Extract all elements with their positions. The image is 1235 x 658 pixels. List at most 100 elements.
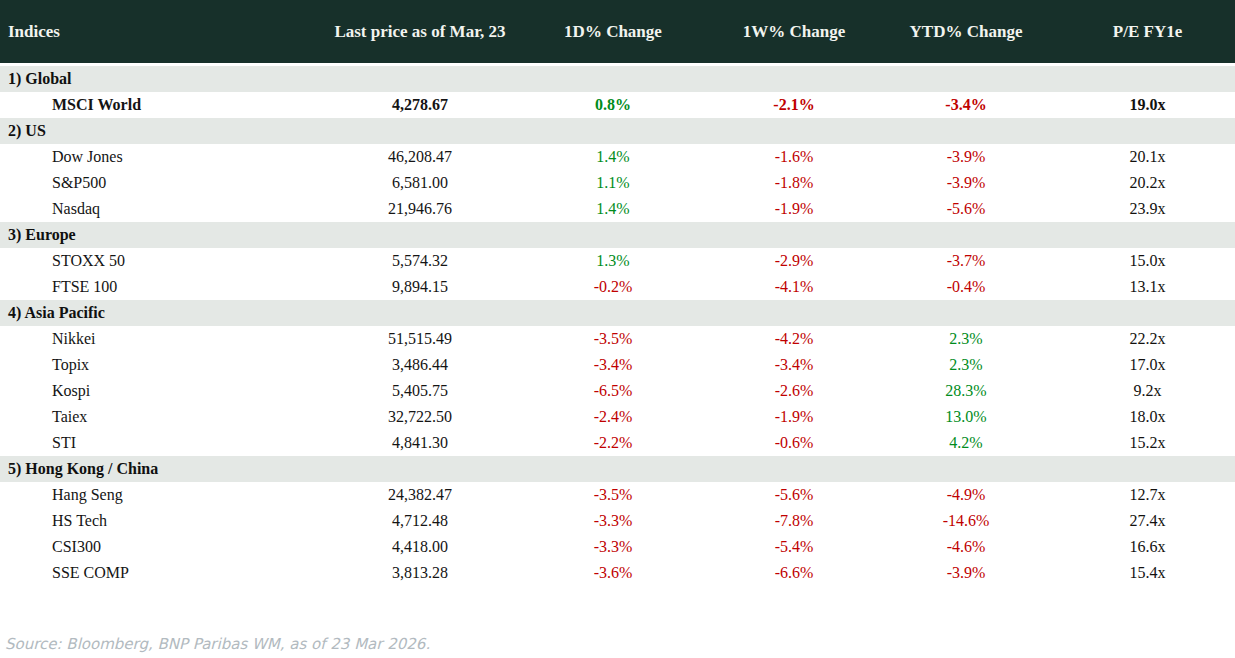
last-price-cell: 5,405.75 <box>330 382 510 400</box>
change-1w-cell: -0.6% <box>716 434 872 452</box>
change-1d-cell: -3.6% <box>510 564 716 582</box>
table-row: MSCI World4,278.670.8%-2.1%-3.4%19.0x <box>0 92 1235 118</box>
change-1w-cell: -1.9% <box>716 408 872 426</box>
pe-fy1e-cell: 20.1x <box>1060 148 1235 166</box>
change-1d-cell: -3.5% <box>510 330 716 348</box>
change-1w-cell: -2.6% <box>716 382 872 400</box>
pe-fy1e-cell: 18.0x <box>1060 408 1235 426</box>
pe-fy1e-cell: 9.2x <box>1060 382 1235 400</box>
source-note: Source: Bloomberg, BNP Paribas WM, as of… <box>5 635 430 653</box>
index-name-cell: FTSE 100 <box>0 278 330 296</box>
index-name-cell: STI <box>0 434 330 452</box>
change-ytd-cell: -3.4% <box>872 96 1060 114</box>
table-row: STI4,841.30-2.2%-0.6%4.2%15.2x <box>0 430 1235 456</box>
change-1d-cell: -3.5% <box>510 486 716 504</box>
change-1w-cell: -2.1% <box>716 96 872 114</box>
change-1w-cell: -5.6% <box>716 486 872 504</box>
change-1w-cell: -3.4% <box>716 356 872 374</box>
change-1d-cell: -2.4% <box>510 408 716 426</box>
index-name-cell: HS Tech <box>0 512 330 530</box>
change-1d-cell: -0.2% <box>510 278 716 296</box>
table-row: HS Tech4,712.48-3.3%-7.8%-14.6%27.4x <box>0 508 1235 534</box>
pe-fy1e-cell: 17.0x <box>1060 356 1235 374</box>
change-1d-cell: -3.4% <box>510 356 716 374</box>
table-row: Hang Seng24,382.47-3.5%-5.6%-4.9%12.7x <box>0 482 1235 508</box>
change-ytd-cell: -4.9% <box>872 486 1060 504</box>
pe-fy1e-cell: 19.0x <box>1060 96 1235 114</box>
table-row: Kospi5,405.75-6.5%-2.6%28.3%9.2x <box>0 378 1235 404</box>
last-price-cell: 6,581.00 <box>330 174 510 192</box>
pe-fy1e-cell: 15.0x <box>1060 252 1235 270</box>
pe-fy1e-cell: 23.9x <box>1060 200 1235 218</box>
index-name-cell: Topix <box>0 356 330 374</box>
pe-fy1e-cell: 20.2x <box>1060 174 1235 192</box>
change-ytd-cell: -3.7% <box>872 252 1060 270</box>
table-row: Taiex32,722.50-2.4%-1.9%13.0%18.0x <box>0 404 1235 430</box>
column-header-indices: Indices <box>0 22 330 42</box>
indices-table-page: Indices Last price as of Mar, 23 1D% Cha… <box>0 0 1235 658</box>
table-row: Nasdaq21,946.761.4%-1.9%-5.6%23.9x <box>0 196 1235 222</box>
change-1d-cell: 0.8% <box>510 96 716 114</box>
column-header-ytd-change: YTD% Change <box>872 22 1060 42</box>
change-ytd-cell: 13.0% <box>872 408 1060 426</box>
section-label: 2) US <box>0 122 330 140</box>
last-price-cell: 4,418.00 <box>330 538 510 556</box>
pe-fy1e-cell: 13.1x <box>1060 278 1235 296</box>
last-price-cell: 51,515.49 <box>330 330 510 348</box>
index-name-cell: STOXX 50 <box>0 252 330 270</box>
change-1w-cell: -7.8% <box>716 512 872 530</box>
index-name-cell: CSI300 <box>0 538 330 556</box>
table-row: FTSE 1009,894.15-0.2%-4.1%-0.4%13.1x <box>0 274 1235 300</box>
change-ytd-cell: 4.2% <box>872 434 1060 452</box>
section-header-row: 3) Europe <box>0 222 1235 248</box>
change-ytd-cell: -14.6% <box>872 512 1060 530</box>
last-price-cell: 4,841.30 <box>330 434 510 452</box>
pe-fy1e-cell: 15.2x <box>1060 434 1235 452</box>
section-label: 1) Global <box>0 70 330 88</box>
change-1w-cell: -4.2% <box>716 330 872 348</box>
section-label: 4) Asia Pacific <box>0 304 330 322</box>
change-1d-cell: 1.3% <box>510 252 716 270</box>
pe-fy1e-cell: 22.2x <box>1060 330 1235 348</box>
section-header-row: 4) Asia Pacific <box>0 300 1235 326</box>
change-ytd-cell: -3.9% <box>872 148 1060 166</box>
index-name-cell: Taiex <box>0 408 330 426</box>
section-label: 3) Europe <box>0 226 330 244</box>
last-price-cell: 3,486.44 <box>330 356 510 374</box>
pe-fy1e-cell: 27.4x <box>1060 512 1235 530</box>
change-1d-cell: 1.4% <box>510 200 716 218</box>
index-name-cell: Kospi <box>0 382 330 400</box>
change-1w-cell: -1.6% <box>716 148 872 166</box>
table-row: Nikkei51,515.49-3.5%-4.2%2.3%22.2x <box>0 326 1235 352</box>
last-price-cell: 3,813.28 <box>330 564 510 582</box>
column-header-last-price: Last price as of Mar, 23 <box>330 22 510 42</box>
change-1w-cell: -5.4% <box>716 538 872 556</box>
last-price-cell: 46,208.47 <box>330 148 510 166</box>
column-header-1d-change: 1D% Change <box>510 22 716 42</box>
change-ytd-cell: -4.6% <box>872 538 1060 556</box>
last-price-cell: 4,712.48 <box>330 512 510 530</box>
index-name-cell: S&P500 <box>0 174 330 192</box>
section-header-row: 1) Global <box>0 66 1235 92</box>
pe-fy1e-cell: 12.7x <box>1060 486 1235 504</box>
change-ytd-cell: 28.3% <box>872 382 1060 400</box>
change-1w-cell: -6.6% <box>716 564 872 582</box>
change-ytd-cell: 2.3% <box>872 356 1060 374</box>
column-header-pe-fy1e: P/E FY1e <box>1060 22 1235 42</box>
table-row: STOXX 505,574.321.3%-2.9%-3.7%15.0x <box>0 248 1235 274</box>
last-price-cell: 32,722.50 <box>330 408 510 426</box>
column-header-1w-change: 1W% Change <box>716 22 872 42</box>
section-label: 5) Hong Kong / China <box>0 460 330 478</box>
last-price-cell: 4,278.67 <box>330 96 510 114</box>
table-header-row: Indices Last price as of Mar, 23 1D% Cha… <box>0 0 1235 63</box>
table-row: Dow Jones46,208.471.4%-1.6%-3.9%20.1x <box>0 144 1235 170</box>
change-1d-cell: -6.5% <box>510 382 716 400</box>
index-name-cell: Dow Jones <box>0 148 330 166</box>
table-body: 1) Global MSCI World4,278.670.8%-2.1%-3.4… <box>0 66 1235 586</box>
change-ytd-cell: -3.9% <box>872 564 1060 582</box>
table-row: SSE COMP3,813.28-3.6%-6.6%-3.9%15.4x <box>0 560 1235 586</box>
section-header-row: 2) US <box>0 118 1235 144</box>
section-header-row: 5) Hong Kong / China <box>0 456 1235 482</box>
change-1w-cell: -1.9% <box>716 200 872 218</box>
change-ytd-cell: 2.3% <box>872 330 1060 348</box>
